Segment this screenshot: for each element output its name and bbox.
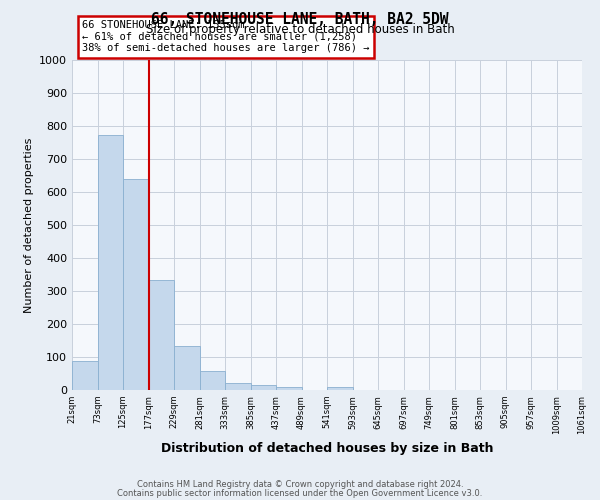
Text: 66 STONEHOUSE LANE: 155sqm
← 61% of detached houses are smaller (1,258)
38% of s: 66 STONEHOUSE LANE: 155sqm ← 61% of deta… <box>82 20 370 54</box>
Bar <box>149 280 174 390</box>
Bar <box>251 386 276 390</box>
X-axis label: Distribution of detached houses by size in Bath: Distribution of detached houses by size … <box>161 442 493 455</box>
Bar <box>123 179 149 390</box>
Bar <box>327 388 353 390</box>
Text: 66, STONEHOUSE LANE, BATH, BA2 5DW: 66, STONEHOUSE LANE, BATH, BA2 5DW <box>151 12 449 28</box>
Bar <box>174 346 199 390</box>
Text: Contains HM Land Registry data © Crown copyright and database right 2024.: Contains HM Land Registry data © Crown c… <box>137 480 463 489</box>
Text: Contains public sector information licensed under the Open Government Licence v3: Contains public sector information licen… <box>118 488 482 498</box>
Bar <box>276 388 302 390</box>
Y-axis label: Number of detached properties: Number of detached properties <box>23 138 34 312</box>
Bar <box>225 382 251 390</box>
Bar <box>72 361 97 390</box>
Text: Size of property relative to detached houses in Bath: Size of property relative to detached ho… <box>146 22 454 36</box>
Bar <box>97 135 123 390</box>
Bar <box>199 370 225 390</box>
